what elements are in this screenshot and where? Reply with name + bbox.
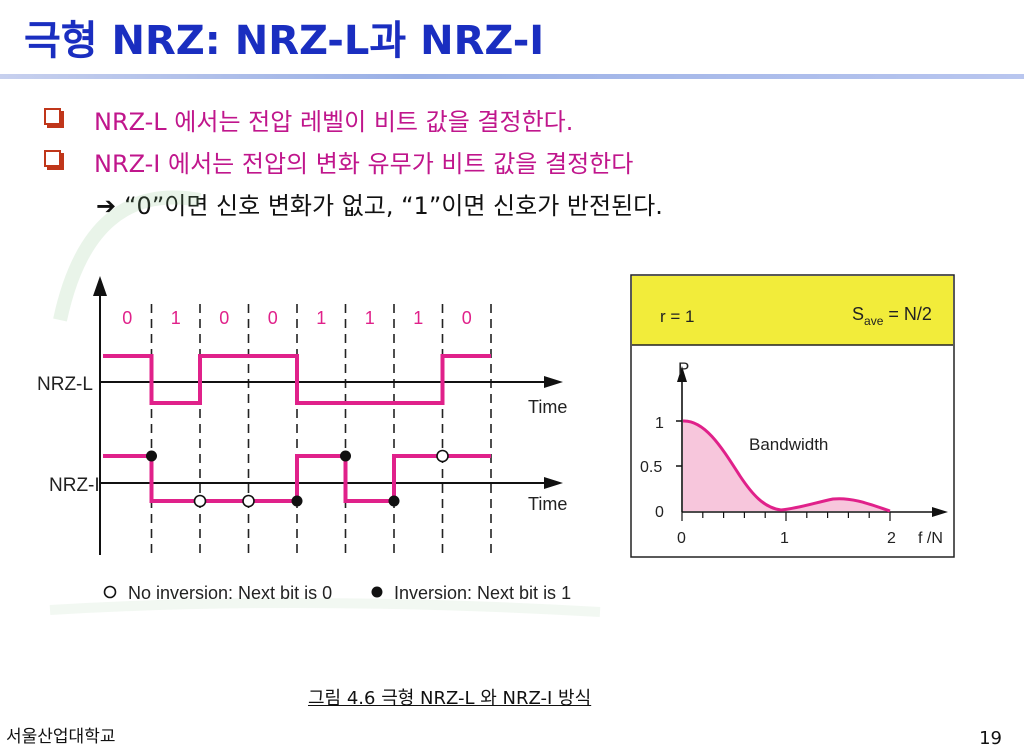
bit-dividers: [150, 304, 492, 556]
bit-label: 1: [171, 308, 181, 328]
bullet-text: NRZ-L 에서는 전압 레벨이 비트 값을 결정한다.: [94, 108, 574, 136]
filled-circle-icon: [371, 586, 383, 598]
inversion-marker: [388, 495, 400, 507]
bit-labels: 0 1 0 0 1 1 1 0: [122, 308, 472, 328]
spectrum-panel: r = 1 Save = N/2 P 1 0.5 0 0 1 2 f /N Ba…: [630, 274, 955, 558]
bit-label: 0: [462, 308, 472, 328]
nrz-i-signal: [103, 454, 491, 503]
x-minor-ticks: [681, 512, 891, 521]
page-number: 19: [979, 728, 1002, 749]
arrow-note: ➔ “0”이면 신호 변화가 없고, “1”이면 신호가 반전된다.: [96, 186, 663, 221]
inversion-marker: [291, 495, 303, 507]
bit-label: 0: [268, 308, 278, 328]
checkbox-bullet-icon: [44, 150, 61, 167]
arrow-note-text: “0”이면 신호 변화가 없고, “1”이면 신호가 반전된다.: [124, 192, 663, 220]
x-tick-label: 2: [887, 530, 896, 547]
right-arrow-icon: ➔: [96, 192, 117, 220]
nrz-i-label: NRZ-I: [49, 475, 100, 496]
bit-label: 1: [413, 308, 423, 328]
bit-label: 0: [219, 308, 229, 328]
y-tick-label: 1: [655, 415, 664, 432]
footer-university: 서울산업대학교: [6, 727, 116, 747]
y-tick-label: 0: [655, 504, 664, 521]
page-title: 극형 NRZ: NRZ-L과 NRZ-I: [24, 18, 545, 64]
legend-inversion: Inversion: Next bit is 1: [394, 583, 571, 603]
x-unit-label: f /N: [918, 530, 943, 547]
waveform-diagram: 0 1 0 0 1 1 1 0 NRZ-L NRZ-I Time Time No invers…: [37, 276, 571, 603]
figure-caption: 그림 4.6 극형 NRZ-L 와 NRZ-I 방식: [308, 688, 592, 709]
legend-no-inversion: No inversion: Next bit is 0: [128, 583, 332, 603]
psd-curve: [682, 419, 891, 513]
y-axis-arrowhead: [93, 276, 107, 296]
x-tick-label: 0: [677, 530, 686, 547]
open-circle-icon: [103, 585, 117, 599]
time-label: Time: [528, 397, 567, 417]
no-inversion-marker: [242, 494, 255, 508]
inversion-marker: [146, 450, 157, 462]
nrz-l-signal: [103, 354, 491, 405]
psd-area: [683, 420, 890, 511]
no-inversion-marker: [193, 494, 207, 508]
inversion-marker: [340, 450, 351, 462]
background-decoration: [49, 190, 601, 617]
p-label: P: [678, 359, 689, 378]
time-label: Time: [528, 494, 567, 514]
nrz-i-arrowhead: [544, 477, 563, 489]
bandwidth-label: Bandwidth: [749, 435, 828, 454]
bit-label: 0: [122, 308, 132, 328]
x-tick-label: 1: [780, 530, 789, 547]
bit-label: 1: [365, 308, 375, 328]
frequency-axis-arrowhead: [932, 507, 948, 517]
p-axis-arrowhead: [677, 366, 687, 382]
bullet-text: NRZ-I 에서는 전압의 변화 유무가 비트 값을 결정한다: [94, 150, 634, 178]
nrz-i-markers: [146, 449, 449, 508]
average-signal-label: Save = N/2: [852, 304, 932, 328]
nrz-l-arrowhead: [544, 376, 563, 388]
checkbox-bullet-icon: [44, 108, 61, 125]
title-divider: [0, 74, 1024, 79]
rate-label: r = 1: [660, 307, 695, 326]
spectrum-header: [632, 276, 953, 345]
nrz-l-label: NRZ-L: [37, 374, 93, 395]
no-inversion-marker: [436, 449, 449, 463]
y-tick-label: 0.5: [640, 459, 662, 476]
bit-label: 1: [316, 308, 326, 328]
